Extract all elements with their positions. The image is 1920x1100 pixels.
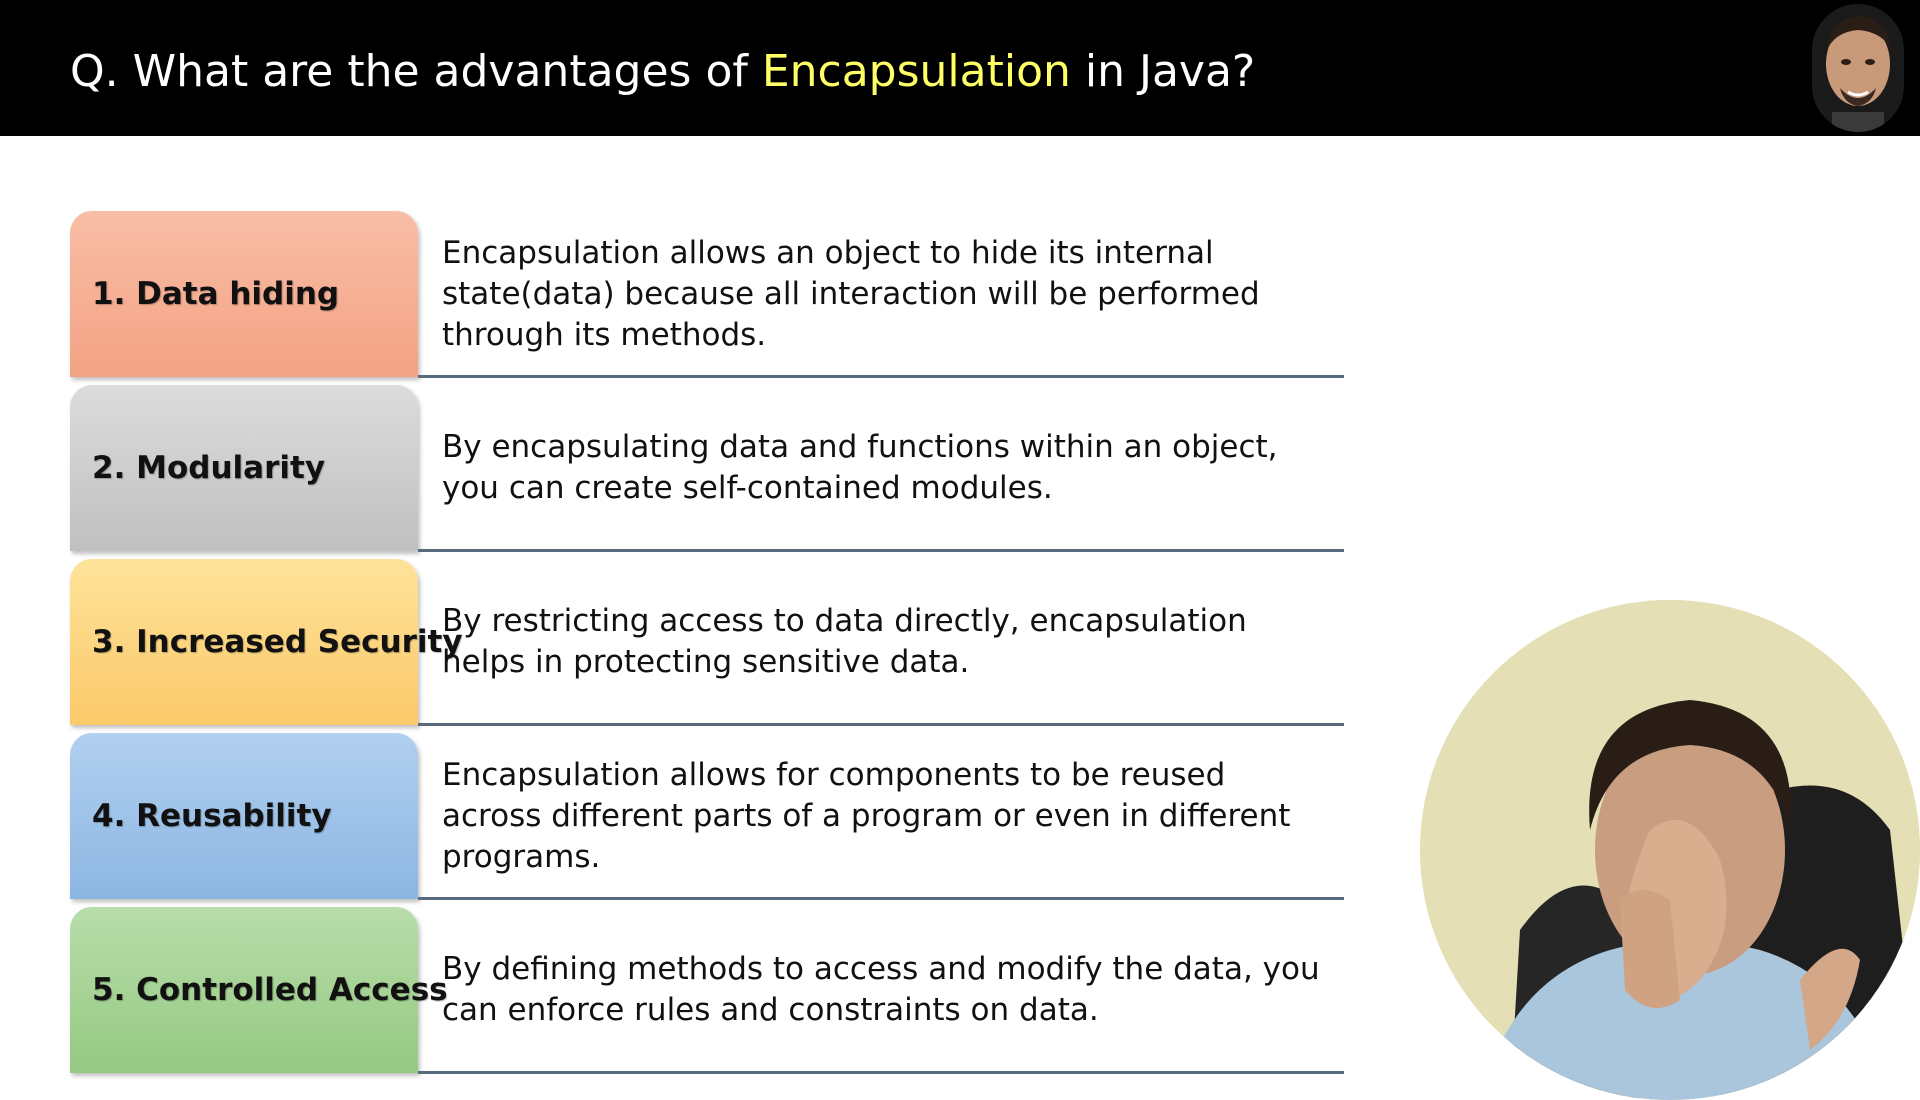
advantage-label-box: 1. Data hiding <box>70 211 418 377</box>
advantage-description: By restricting access to data directly, … <box>442 559 1332 725</box>
presenter-webcam <box>1420 600 1920 1100</box>
advantage-description-text: By restricting access to data directly, … <box>442 603 1247 680</box>
advantage-row-increased-security: 3. Increased Security By restricting acc… <box>70 559 1344 727</box>
advantage-description: By defining methods to access and modify… <box>442 907 1332 1073</box>
advantage-label-box: 5. Controlled Access <box>70 907 448 1073</box>
advantage-description: Encapsulation allows an object to hide i… <box>442 211 1332 377</box>
presenter-avatar <box>1812 4 1904 132</box>
row-divider <box>418 375 1344 378</box>
slide-title: Q. What are the advantages of Encapsulat… <box>70 46 1255 97</box>
advantage-label-box: 2. Modularity <box>70 385 418 551</box>
title-suffix: in Java? <box>1070 46 1256 97</box>
title-highlight: Encapsulation <box>761 46 1071 97</box>
advantage-description-text: By encapsulating data and functions with… <box>442 429 1278 506</box>
title-prefix: Q. What are the advantages of <box>70 46 762 97</box>
row-divider <box>418 1071 1344 1074</box>
advantage-label-box: 3. Increased Security <box>70 559 463 725</box>
advantage-description-text: Encapsulation allows for components to b… <box>442 756 1291 875</box>
row-divider <box>418 549 1344 552</box>
slide-header: Q. What are the advantages of Encapsulat… <box>0 0 1920 136</box>
advantage-description-text: By defining methods to access and modify… <box>442 951 1320 1028</box>
advantage-label: 2. Modularity <box>92 450 326 486</box>
presenter-avatar-icon <box>1812 4 1904 132</box>
advantage-description: By encapsulating data and functions with… <box>442 385 1332 551</box>
advantage-label: 1. Data hiding <box>92 276 340 312</box>
advantage-row-reusability: 4. Reusability Encapsulation allows for … <box>70 733 1344 901</box>
advantage-row-data-hiding: 1. Data hiding Encapsulation allows an o… <box>70 211 1344 379</box>
advantage-description-text: Encapsulation allows an object to hide i… <box>442 234 1260 353</box>
row-divider <box>418 897 1344 900</box>
advantage-label: 3. Increased Security <box>92 624 463 660</box>
advantage-row-modularity: 2. Modularity By encapsulating data and … <box>70 385 1344 553</box>
advantage-description: Encapsulation allows for components to b… <box>442 733 1332 899</box>
advantage-row-controlled-access: 5. Controlled Access By defining methods… <box>70 907 1344 1075</box>
presenter-webcam-icon <box>1420 600 1920 1100</box>
advantage-label: 5. Controlled Access <box>92 972 448 1008</box>
advantage-label-box: 4. Reusability <box>70 733 418 899</box>
row-divider <box>418 723 1344 726</box>
advantage-label: 4. Reusability <box>92 798 332 834</box>
